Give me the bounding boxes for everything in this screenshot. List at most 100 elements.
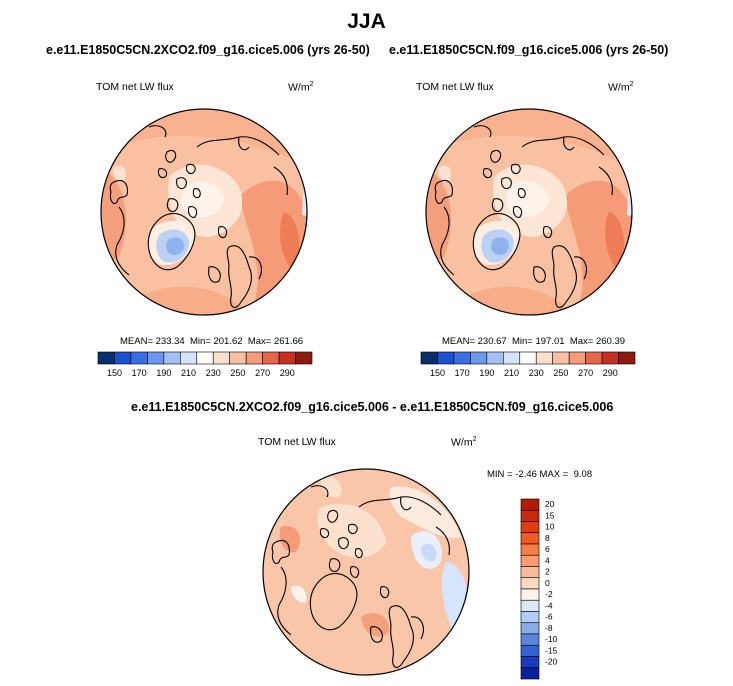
panel1-coastline-17 [148,125,167,138]
panel2-units: W/m2 [608,81,634,94]
diff-colorbar-tick-6: 4 [545,555,550,565]
panel2-colorbar-tick-6: 250 [553,368,568,378]
panel1-colorbar-tick-1: 150 [107,368,122,378]
panel1-colorbar-tick-5: 230 [206,368,221,378]
panel1-coastline-14 [208,266,221,283]
diff-colorbar-box-13 [520,633,540,646]
diff-coastline-10 [349,566,360,578]
panel1-coastline-18 [217,226,228,239]
panel1-colorbar-tick-3: 190 [156,368,171,378]
panel1-map-border [100,108,308,316]
panel1-coastline-1 [109,179,128,205]
panel2-colorbar-box-6 [503,351,521,365]
diff-colorbar-box-15 [520,656,540,669]
diff-colorbar-tick-5: 6 [545,544,550,554]
diff-colorbar-box-14 [520,644,540,657]
diff-colorbar-tick-3: 10 [545,522,555,532]
panel2-colorbar-tick-5: 230 [529,368,544,378]
panel1-colorbar-box-6 [180,351,198,365]
diff-colorbar-tick-8: 0 [545,578,550,588]
panel1-colorbar-tick-2: 170 [132,368,147,378]
diff-coastline-8 [354,548,363,559]
panel2-colorbar-box-3 [453,351,471,365]
diff-coastline-3 [309,572,358,631]
panel2-field-region-12 [438,165,451,182]
panel1-colorbar-box-5 [163,351,181,365]
panel2-colorbar-box-13 [618,351,636,365]
panel2-stats: MEAN= 230.67 Min= 197.01 Max= 260.39 [442,336,626,347]
panel2-colorbar-box-5 [486,351,504,365]
panel2-coastline-17 [473,125,492,138]
panel2-colorbar-box-8 [535,351,553,365]
panel1-colorbar: 150 170 190 210 230 250 270 290 [97,351,313,378]
panel2-coastline-8 [517,188,526,199]
diff-colorbar-tick-2: 15 [545,510,555,520]
panel2-colorbar-box-12 [601,351,619,365]
panel1-colorbar-tick-6: 250 [230,368,245,378]
panel2-coastline-18 [542,226,553,239]
panel2-coastline-7 [482,168,493,179]
diff-colorbar-box-7 [520,566,540,579]
diff-coastline-14 [370,626,383,643]
diff-field-base [263,469,469,675]
panel2-colorbar-box-10 [568,351,586,365]
diff-colorbar-box-16 [520,667,540,680]
panel2-coastline-2 [440,206,455,276]
panel1-variable: TOM net LW flux [96,81,174,93]
panel1-colorbar-box-12 [278,351,296,365]
diff-field-region-9 [361,612,390,637]
diff-coastline-15 [410,616,424,640]
diff-colorbar-box-1 [520,498,540,511]
panel1-colorbar-box-9 [229,351,247,365]
panel2-map-border [425,108,633,316]
panel1-coastline-7 [157,168,168,179]
panel2-coastline-9 [491,198,504,212]
panel1-colorbar-box-13 [295,351,313,365]
diff-field-region-6 [441,633,469,675]
panel1-polar-map [100,108,308,316]
panel1-coastline-12 [238,136,250,151]
diff-coastline-12 [400,496,412,511]
panel1-colorbar-box-3 [130,351,148,365]
panel1-colorbar-tick-8: 290 [280,368,295,378]
diff-coastline-18 [379,586,390,599]
panel1-stats: MEAN= 233.34 Min= 201.62 Max= 261.66 [120,336,304,347]
panel1-coastline-9 [166,198,179,212]
diff-field-region-11 [291,585,307,603]
panel2-colorbar-tick-1: 150 [430,368,445,378]
panel1-coastline-5 [176,177,187,190]
panel1-colorbar-tick-7: 270 [255,368,270,378]
diff-polar-map [262,468,470,676]
panel1-coastline-4 [165,149,177,163]
panel1-colorbar-box-11 [262,351,280,365]
diff-colorbar-box-4 [520,532,540,545]
panel1-colorbar-box-7 [196,351,214,365]
diff-colorbar-box-12 [520,622,540,635]
panel2-coastline-13 [551,245,577,308]
panel1-coastline-3 [147,212,196,271]
panel1-colorbar-box-8 [212,351,230,365]
panel1-heading: e.e11.E1850C5CN.2XCO2.f09_g16.cice5.006 … [46,43,370,57]
diff-colorbar-tick-4: 8 [545,533,550,543]
panel1-field-region-12 [113,165,126,182]
panel2-coastline-5 [501,177,512,190]
diff-field-region-4 [421,543,437,562]
diff-colorbar-tick-10: -4 [545,600,553,610]
panel2-colorbar-tick-2: 170 [455,368,470,378]
panel1-max: 261.66 [273,336,304,347]
panel2-field-region-11 [627,182,632,217]
panel1-coastline-16 [273,166,288,196]
panel2-colorbar-tick-7: 270 [578,368,593,378]
panel1-coastline-13 [226,245,252,308]
panel1-min: 201.62 [213,336,243,347]
panel2-coastline-12 [563,136,575,151]
diff-field-region-7 [452,646,467,672]
diff-field-region-1 [317,503,386,558]
panel1-field-region-11 [302,182,307,217]
panel2-colorbar-tick-4: 210 [504,368,519,378]
diff-colorbar-box-2 [520,509,540,522]
diff-coastline-4 [327,509,339,523]
panel2-polar-map [425,108,633,316]
diff-colorbar-tick-13: -10 [545,634,558,644]
panel1-colorbar-box-4 [147,351,165,365]
